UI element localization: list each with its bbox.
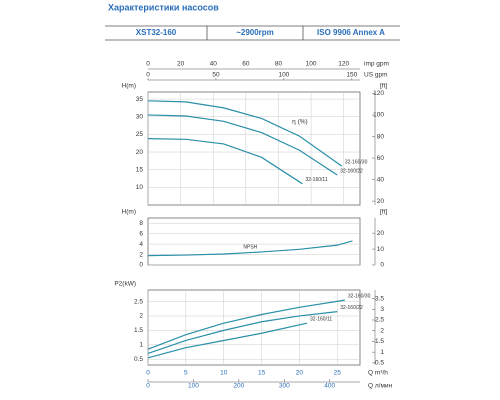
x2-tick-label: 400	[324, 383, 335, 390]
series-label: NPSH	[243, 244, 257, 250]
top-tick-label: 40	[210, 61, 218, 68]
top-axis-label: imp gpm	[364, 61, 389, 68]
curve	[147, 240, 353, 257]
plot-frame	[147, 91, 361, 206]
top-tick-label: 100	[278, 72, 289, 79]
curve	[147, 138, 303, 185]
top-tick-label: 150	[346, 72, 357, 79]
y-tick-label: 8	[139, 220, 143, 227]
x2-label: Q л/мин	[368, 383, 393, 390]
curve	[147, 322, 308, 359]
y-tick-label: 15	[136, 166, 144, 173]
y-label: H(m)	[122, 209, 136, 216]
y-tick-label: 2.5	[134, 298, 143, 305]
top-axis-label: US gpm	[364, 72, 387, 79]
y-tick-label: 1	[139, 342, 143, 349]
x2-tick-label: 200	[233, 383, 244, 390]
x-tick-label: 5	[184, 370, 188, 377]
y-tick-label: 2	[139, 251, 143, 258]
curve	[147, 311, 338, 355]
top-tick-label: 50	[212, 72, 220, 79]
y2-tick-label: 0.5	[375, 360, 384, 367]
y2-tick-label: 20	[377, 230, 385, 237]
curve	[147, 299, 345, 350]
x-label: Q m³/h	[368, 370, 388, 377]
top-tick-label: 0	[146, 61, 150, 68]
y2-tick-label: 1	[380, 349, 384, 356]
y-tick-label: 0.5	[134, 356, 143, 363]
y-tick-label: 2	[139, 313, 143, 320]
y2-label: [ft]	[380, 209, 387, 216]
top-tick-label: 80	[275, 61, 283, 68]
series-label: 32-160/30	[345, 159, 368, 165]
y-tick-label: 35	[136, 96, 144, 103]
top-tick-label: 100	[306, 61, 317, 68]
y2-tick-label: 100	[373, 112, 384, 119]
series-label: 32-160/11	[310, 317, 332, 323]
y-tick-label: 6	[139, 230, 143, 237]
x2-tick-label: 100	[188, 383, 199, 390]
y2-tick-label: 60	[377, 155, 385, 162]
annotation: η (%)	[292, 119, 308, 126]
x2-tick-label: 300	[279, 383, 290, 390]
y-tick-label: 30	[136, 113, 144, 120]
y2-tick-label: 2.5	[375, 317, 384, 324]
x2-tick-label: 0	[146, 383, 150, 390]
series-label: 32-160/11	[305, 177, 327, 183]
plot-frame	[147, 217, 361, 266]
series-label: 32-160/22	[340, 168, 363, 174]
y2-tick-label: 80	[377, 133, 385, 140]
page-title: Характеристики насосов	[108, 2, 219, 12]
y-label: P2(kW)	[114, 281, 136, 288]
top-tick-label: 0	[146, 72, 150, 79]
x-tick-label: 20	[296, 370, 304, 377]
y2-tick-label: 40	[377, 176, 385, 183]
y-label: H(m)	[122, 83, 136, 90]
y2-tick-label: 20	[377, 198, 385, 205]
top-tick-label: 120	[338, 61, 349, 68]
model: XST32-160	[136, 28, 177, 37]
x-tick-label: 15	[258, 370, 266, 377]
series-label: 32-160/22	[340, 305, 363, 311]
plot-frame	[147, 289, 361, 366]
y-tick-label: 25	[136, 131, 144, 138]
y2-tick-label: 10	[377, 246, 385, 253]
curve	[147, 100, 343, 167]
header-table	[105, 25, 400, 41]
x-tick-label: 0	[146, 370, 150, 377]
top-tick-label: 60	[242, 61, 250, 68]
standard: ISO 9906 Annex A	[317, 28, 385, 37]
y-tick-label: 4	[139, 241, 143, 248]
y2-tick-label: 3	[380, 306, 384, 313]
y-tick-label: 0	[139, 262, 143, 269]
x-tick-label: 25	[334, 370, 342, 377]
y-tick-label: 20	[136, 149, 144, 156]
series-label: 32-160/30	[348, 293, 371, 299]
y2-tick-label: 0	[380, 262, 384, 269]
top-tick-label: 20	[177, 61, 185, 68]
curve	[147, 114, 338, 176]
y2-tick-label: 2	[380, 327, 384, 334]
y-tick-label: 1.5	[134, 327, 143, 334]
y2-label: [ft]	[380, 83, 387, 90]
y2-tick-label: 120	[373, 90, 384, 97]
y2-tick-label: 3.5	[375, 295, 384, 302]
x-tick-label: 10	[220, 370, 228, 377]
y-tick-label: 10	[136, 184, 144, 191]
speed: ~2900rpm	[236, 28, 274, 37]
y2-tick-label: 1.5	[375, 338, 384, 345]
